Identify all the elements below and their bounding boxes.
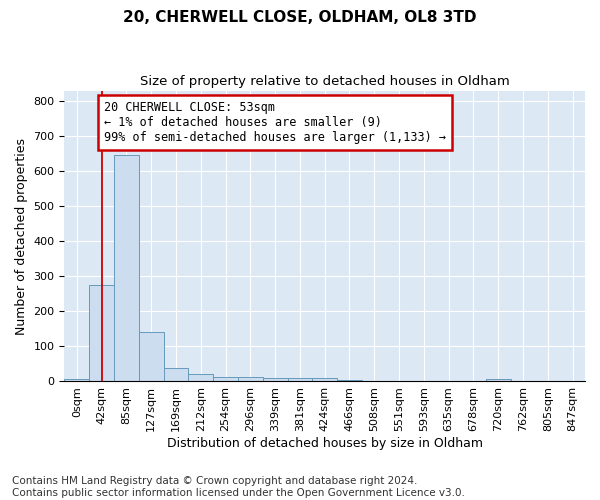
Bar [337,380,362,382]
Y-axis label: Number of detached properties: Number of detached properties [15,138,28,334]
Bar [313,378,337,382]
Bar [362,381,386,382]
Bar [238,378,263,382]
Bar [114,156,139,382]
Bar [89,285,114,382]
Bar [188,374,213,382]
Bar [263,378,287,382]
Text: 20, CHERWELL CLOSE, OLDHAM, OL8 3TD: 20, CHERWELL CLOSE, OLDHAM, OL8 3TD [123,10,477,25]
Bar [287,378,313,382]
Text: 20 CHERWELL CLOSE: 53sqm
← 1% of detached houses are smaller (9)
99% of semi-det: 20 CHERWELL CLOSE: 53sqm ← 1% of detache… [104,101,446,144]
Bar [64,378,89,382]
Bar [486,378,511,382]
X-axis label: Distribution of detached houses by size in Oldham: Distribution of detached houses by size … [167,437,483,450]
Bar [139,332,164,382]
Bar [213,377,238,382]
Bar [164,368,188,382]
Text: Contains HM Land Registry data © Crown copyright and database right 2024.
Contai: Contains HM Land Registry data © Crown c… [12,476,465,498]
Title: Size of property relative to detached houses in Oldham: Size of property relative to detached ho… [140,75,509,88]
